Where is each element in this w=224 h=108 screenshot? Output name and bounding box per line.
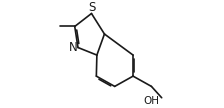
Text: N: N <box>68 41 77 54</box>
Text: S: S <box>88 1 95 14</box>
Text: OH: OH <box>143 96 159 106</box>
